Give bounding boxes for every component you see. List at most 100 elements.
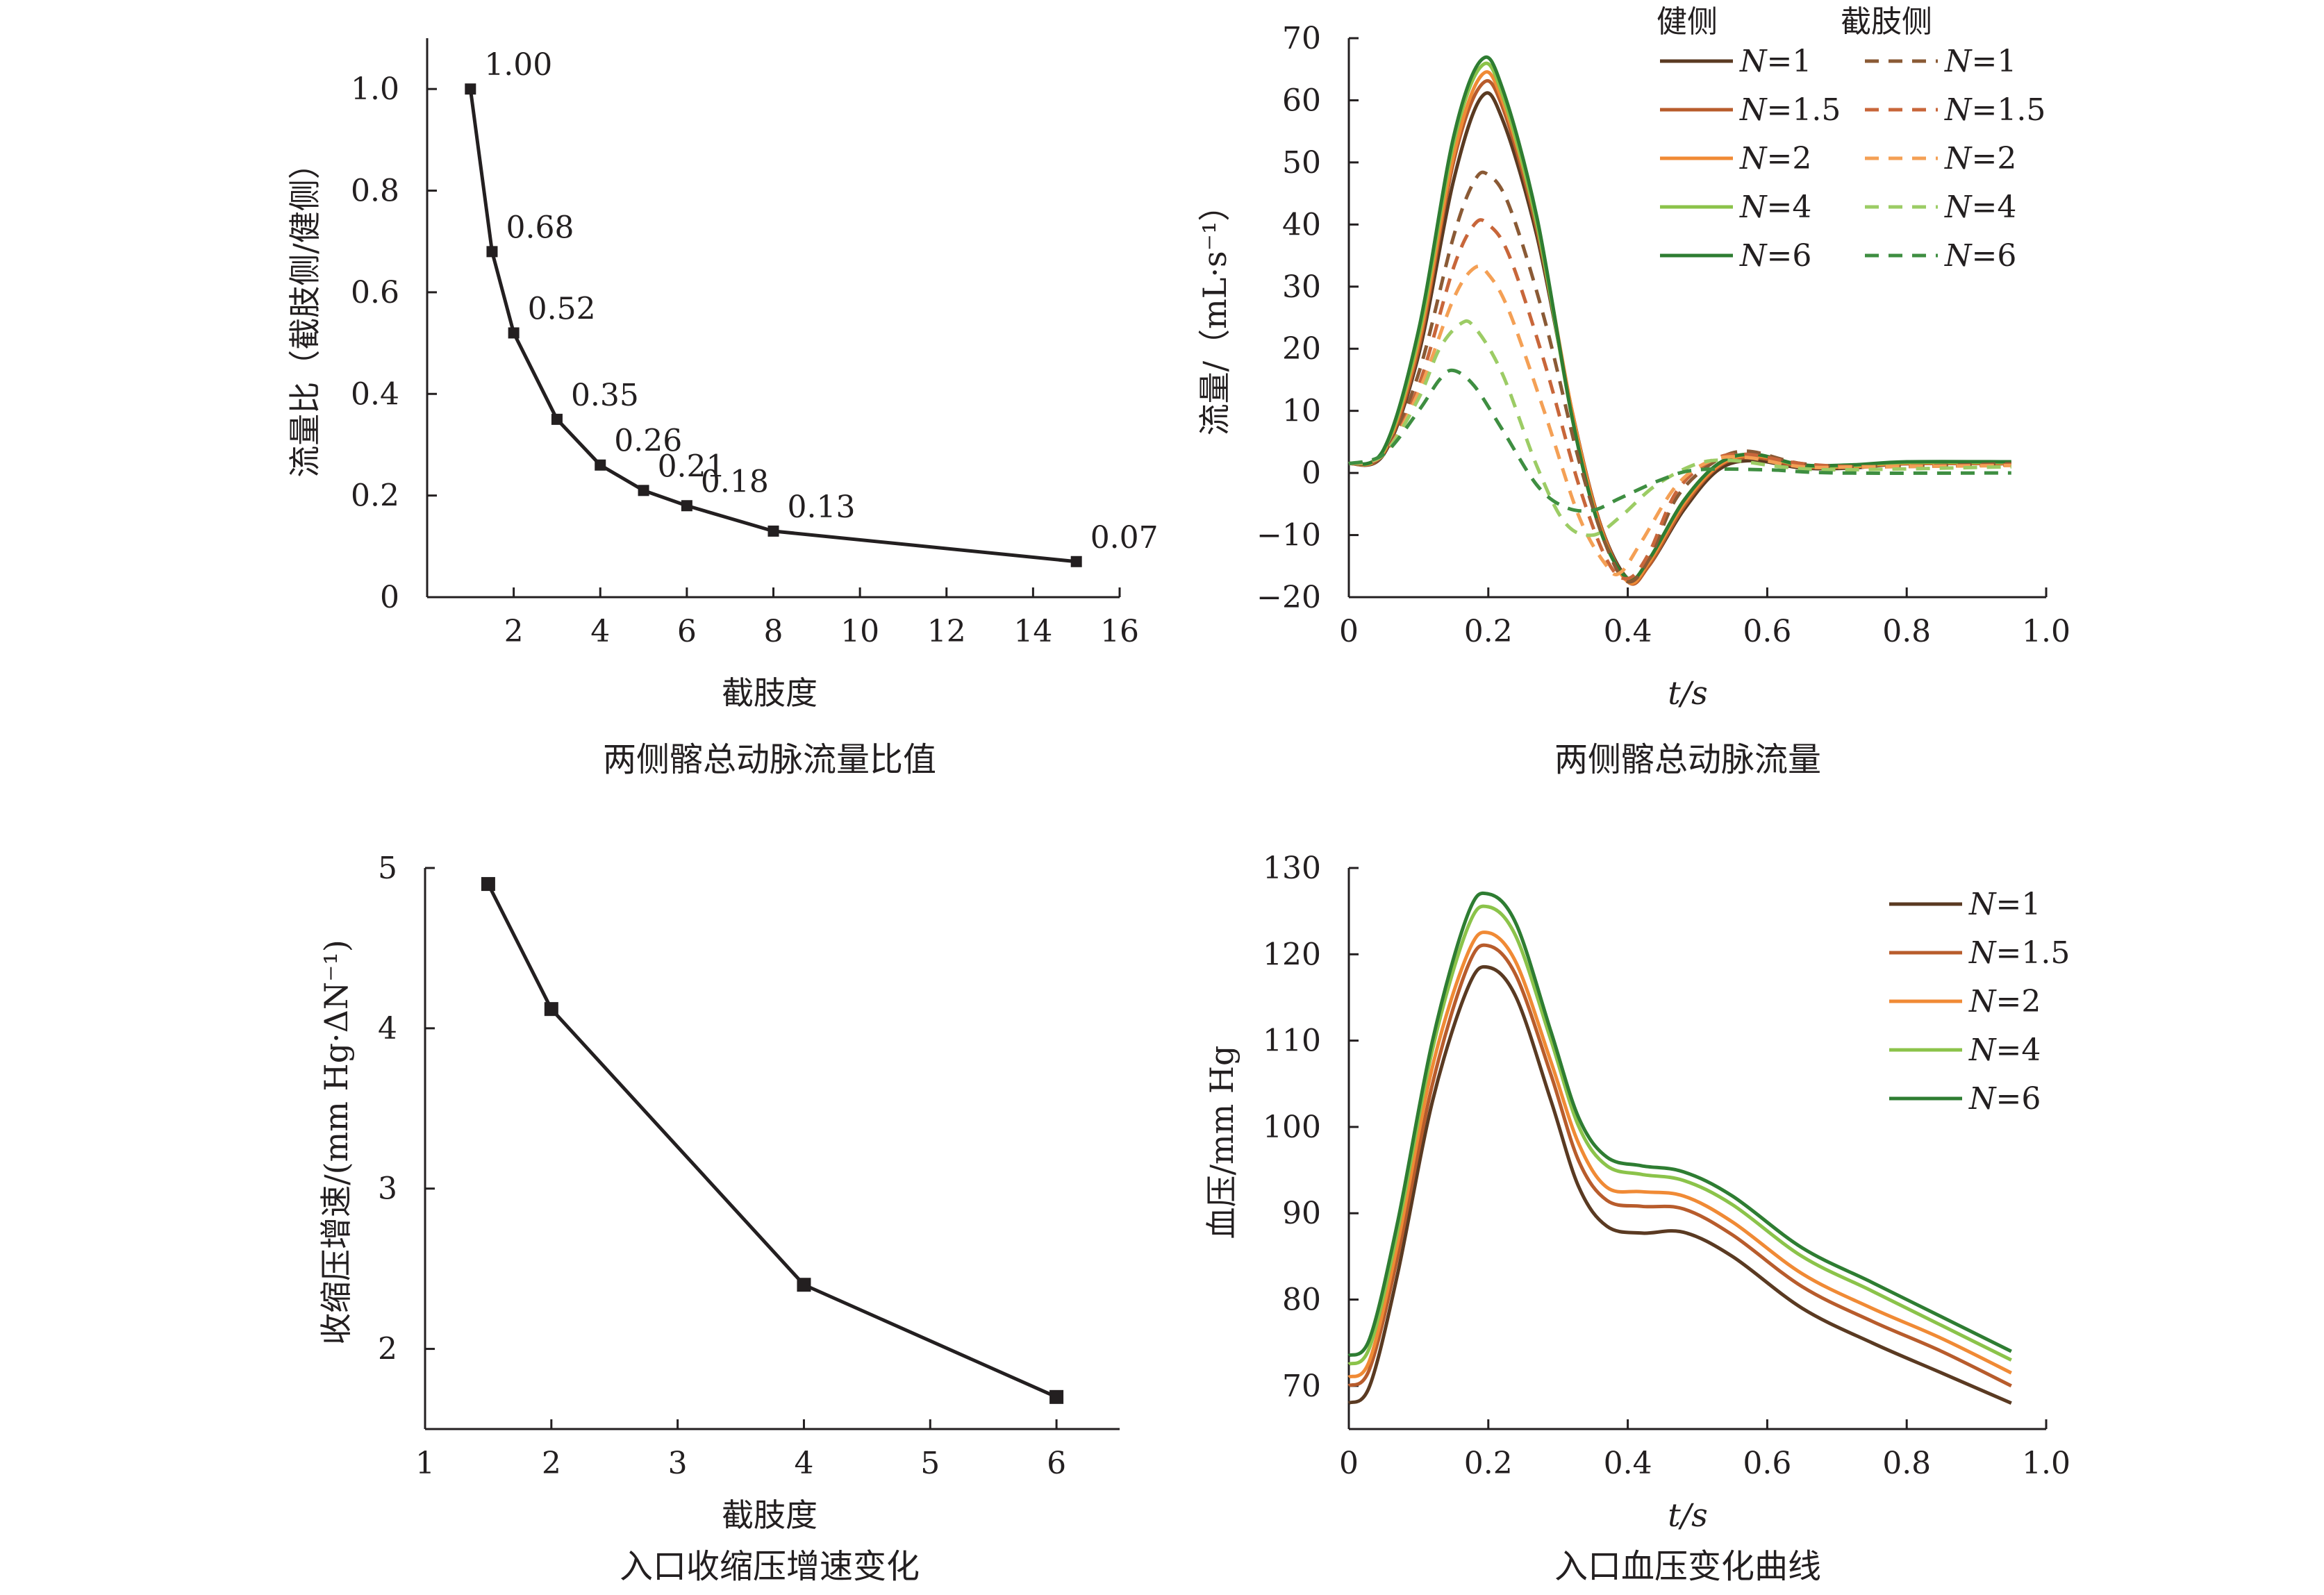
x-tick-label-ratio: 2 (504, 614, 524, 649)
data-label-ratio: 0.68 (506, 210, 574, 245)
x-tick-label-rate: 4 (794, 1446, 813, 1481)
x-axis-label-pressure: t/s (1668, 1496, 1708, 1534)
axes-pressure: 0 0.2 0.4 0.6 0.8 1.0 70 80 90 100 110 120 130 (1263, 851, 2070, 1481)
legend-label-pressure: N=1 (1968, 887, 2041, 922)
y-tick-label-pressure: 80 (1282, 1283, 1321, 1318)
y-tick-label-ratio: 0.2 (351, 478, 399, 514)
series-line-pressure (1347, 891, 2012, 1358)
panel-pressure-rate: 入口收缩压增速变化 截肢度 收缩压增速/(mm Hg·ΔN⁻¹) (317, 940, 920, 1586)
y-tick-label-ratio: 0.6 (351, 275, 399, 310)
data-point-rate (797, 1278, 811, 1292)
data-label-ratio: 0.52 (528, 291, 596, 326)
series-line-flow-amputated (1348, 218, 2011, 581)
x-tick-label-rate: 5 (920, 1446, 940, 1481)
x-tick-label-rate: 1 (415, 1446, 435, 1481)
chart-title-rate: 入口收缩压增速变化 (620, 1547, 920, 1586)
y-tick-label-pressure: 70 (1282, 1369, 1321, 1404)
legend-label-flow: N=2 (1944, 141, 2016, 176)
axes-ratio: 2 4 6 8 10 12 14 16 0 0.2 0.4 0.6 0.8 1.0 (351, 38, 1139, 649)
chart-title-pressure: 入口血压变化曲线 (1554, 1547, 1821, 1586)
y-tick-label-pressure: 120 (1263, 937, 1321, 972)
x-tick-label-rate: 3 (668, 1446, 688, 1481)
chart-title-ratio: 两侧髂总动脉流量比值 (603, 740, 936, 779)
series-line-flow-amputated (1348, 368, 2011, 513)
y-tick-label-flow: 0 (1302, 456, 1321, 491)
legend-label-flow: N=1 (1944, 44, 2016, 79)
legend-label-flow: N=1 (1739, 44, 1811, 79)
x-tick-label-ratio: 4 (590, 614, 610, 649)
data-label-ratio: 1.00 (484, 47, 552, 83)
data-label-ratio: 0.07 (1090, 520, 1159, 556)
legend-label-flow: N=6 (1739, 238, 1811, 274)
y-tick-label-ratio: 0.8 (351, 174, 399, 209)
y-tick-label-pressure: 90 (1282, 1196, 1321, 1231)
x-tick-label-flow: 0.4 (1604, 614, 1652, 649)
x-tick-label-flow: 0.6 (1743, 614, 1791, 649)
data-point-ratio (508, 327, 520, 339)
x-tick-label-pressure: 0.8 (1882, 1446, 1931, 1481)
y-tick-label-flow: 70 (1282, 21, 1321, 56)
legend-label-flow: N=4 (1944, 190, 2016, 225)
y-tick-label-rate: 2 (378, 1332, 397, 1367)
data-point-ratio (638, 485, 649, 496)
legend-label-pressure: N=6 (1968, 1081, 2041, 1117)
x-axis-label-rate: 截肢度 (722, 1496, 817, 1534)
series-line-flow-amputated (1348, 264, 2011, 577)
y-tick-label-ratio: 1.0 (351, 72, 399, 107)
x-axis-label-flow: t/s (1668, 674, 1708, 712)
y-axis-label-ratio: 流量比（截肢侧/健侧） (286, 147, 324, 478)
x-tick-label-ratio: 10 (840, 614, 879, 649)
data-label-ratio: 0.26 (614, 424, 682, 459)
legend-pressure: N=1 N=1.5 N=2 N=4 N=6 (1889, 887, 2070, 1117)
y-axis-label-flow: 流量/（mL·s⁻¹） (1196, 190, 1234, 436)
series-line-pressure (1347, 930, 2012, 1379)
legend-label-flow: N=1.5 (1944, 92, 2045, 128)
x-tick-label-pressure: 0.6 (1743, 1446, 1791, 1481)
y-tick-label-ratio: 0 (380, 580, 399, 615)
y-tick-label-flow: −20 (1256, 580, 1321, 615)
y-tick-label-flow: −10 (1256, 518, 1321, 553)
series-line-flow-amputated (1348, 319, 2011, 537)
y-tick-label-flow: 50 (1282, 145, 1321, 181)
x-tick-label-pressure: 1.0 (2022, 1446, 2070, 1481)
data-label-ratio: 0.35 (571, 378, 639, 413)
chart-marks: 2 4 6 8 10 12 14 1600.20.40.60.81.01.000.680.52… (351, 21, 2070, 1481)
legend-label-pressure: N=4 (1968, 1033, 2041, 1068)
chart-title-flow: 两侧髂总动脉流量 (1554, 740, 1821, 779)
data-point-rate (1049, 1389, 1064, 1404)
x-tick-label-pressure: 0.4 (1604, 1446, 1652, 1481)
x-tick-label-ratio: 16 (1100, 614, 1139, 649)
x-tick-label-flow: 0 (1339, 614, 1359, 649)
y-tick-label-rate: 3 (378, 1171, 397, 1207)
x-tick-label-pressure: 0 (1339, 1446, 1359, 1481)
y-tick-label-flow: 40 (1282, 207, 1321, 242)
x-axis-label-ratio: 截肢度 (722, 674, 817, 712)
legend-label-flow: N=1.5 (1739, 92, 1841, 128)
legend-label-flow: N=6 (1944, 238, 2016, 274)
x-tick-label-pressure: 0.2 (1464, 1446, 1513, 1481)
y-axis-label-pressure: 血压/mm Hg (1203, 1046, 1240, 1239)
data-label-ratio: 0.18 (701, 464, 769, 499)
x-tick-label-flow: 0.2 (1464, 614, 1513, 649)
data-point-ratio (1070, 556, 1082, 567)
legend-flow: N=1 N=1.5 N=2 N=4 N=6 N=1 N=1.5 N=2 N=4 N=6 (1660, 44, 2045, 274)
panel-flow-ratio: 两侧髂总动脉流量比值 截肢度 流量比（截肢侧/健侧） (286, 147, 936, 779)
data-point-ratio (681, 500, 692, 512)
legend-header-healthy: 健侧 (1657, 4, 1718, 40)
y-tick-label-rate: 4 (378, 1011, 397, 1046)
data-point-ratio (595, 459, 606, 471)
series-line-pressure (1347, 964, 2012, 1405)
panel-flow-curves: 两侧髂总动脉流量 t/s 流量/（mL·s⁻¹） 健侧 截肢侧 (1196, 4, 1932, 779)
x-tick-label-ratio: 8 (764, 614, 783, 649)
x-tick-label-rate: 2 (542, 1446, 561, 1481)
legend-label-flow: N=2 (1739, 141, 1811, 176)
axes-rate: 1 2 3 4 5 6 2 3 4 5 (378, 851, 1120, 1481)
data-point-rate (544, 1002, 558, 1017)
data-point-ratio (486, 246, 498, 258)
x-tick-label-ratio: 6 (677, 614, 697, 649)
legend-header-amputated: 截肢侧 (1841, 4, 1932, 40)
axes-flow: 0 0.2 0.4 0.6 0.8 1.0 −20 −10 0 10 20 30 40 50 60 70 (1256, 21, 2070, 649)
legend-label-pressure: N=2 (1968, 984, 2041, 1019)
x-tick-label-flow: 0.8 (1882, 614, 1931, 649)
data-label-ratio: 0.21 (658, 449, 726, 484)
